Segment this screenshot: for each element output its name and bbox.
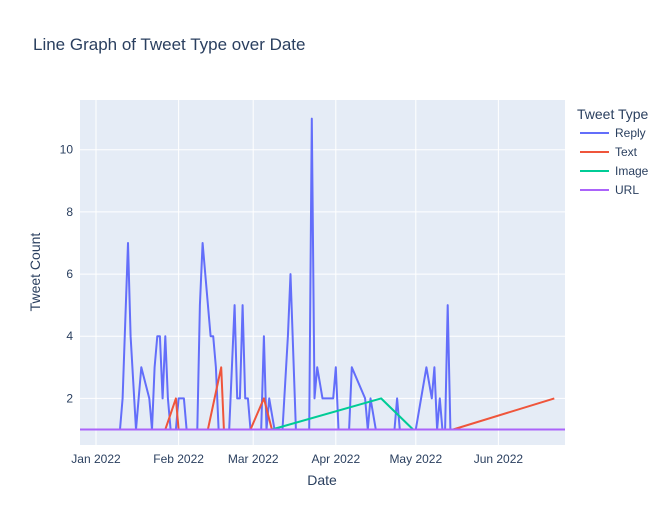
y-axis-title: Tweet Count (27, 233, 43, 312)
legend-label-image: Image (615, 164, 649, 178)
y-tick-label: 10 (60, 143, 74, 157)
legend: Tweet Type Reply Text Image URL (577, 106, 649, 197)
x-tick-label: Jun 2022 (474, 452, 524, 466)
chart-title: Line Graph of Tweet Type over Date (33, 35, 305, 54)
x-tick-label: Feb 2022 (153, 452, 204, 466)
series-line-reply (80, 117, 565, 431)
legend-label-reply: Reply (615, 126, 646, 140)
y-axis-ticks: 2 4 6 8 10 (60, 143, 74, 406)
x-axis-ticks: Jan 2022 Feb 2022 Mar 2022 Apr 2022 May 2022… (71, 452, 523, 466)
legend-title: Tweet Type (577, 106, 649, 122)
y-tick-label: 6 (66, 267, 73, 281)
y-tick-label: 8 (66, 205, 73, 219)
x-tick-label: Jan 2022 (71, 452, 121, 466)
plot-area (80, 100, 565, 445)
legend-label-url: URL (615, 183, 639, 197)
x-axis-title: Date (307, 472, 337, 488)
x-tick-label: May 2022 (389, 452, 442, 466)
x-tick-label: Apr 2022 (311, 452, 360, 466)
legend-label-text: Text (615, 145, 638, 159)
y-tick-label: 2 (66, 391, 73, 405)
series-lines (80, 117, 565, 431)
x-tick-label: Mar 2022 (228, 452, 279, 466)
y-tick-label: 4 (66, 329, 73, 343)
